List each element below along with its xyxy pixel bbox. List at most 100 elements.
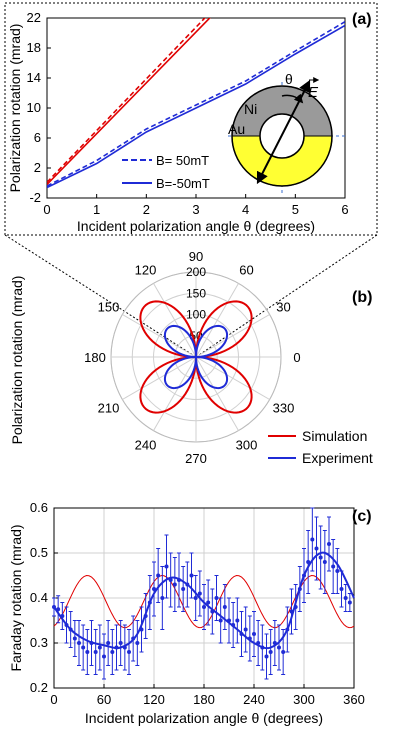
- panel-c-data-point: [77, 641, 81, 645]
- panel-b-angle-label: 0: [293, 350, 300, 365]
- panel-c-y-axis-label: Faraday rotation (mrad): [8, 524, 24, 671]
- panel-c-data-point: [97, 645, 102, 650]
- panel-a-y-tick-label: 18: [27, 40, 41, 55]
- panel-c-data-point: [243, 627, 248, 632]
- panel-c-data-point: [331, 564, 336, 569]
- panel-c-data-point: [202, 605, 206, 609]
- panel-b-spoke: [195, 314, 270, 358]
- panel-c-data-point: [106, 641, 111, 645]
- panel-c-x-tick-label: 360: [343, 692, 365, 707]
- inset-angle-arc: [281, 93, 304, 104]
- panel-c-data-point: [256, 641, 261, 645]
- panel-b-angle-label: 30: [276, 300, 290, 315]
- inset-theta-label: θ: [285, 71, 293, 87]
- panel-c-data-point: [322, 560, 327, 564]
- panel-c-data-point: [289, 609, 294, 614]
- panel-b-angle-label: 60: [239, 263, 253, 278]
- panel-b-legend: Simulation Experiment: [268, 428, 373, 466]
- panel-c-data-point: [314, 546, 319, 551]
- panel-b-y-axis-label: Polarization rotation (mrad): [9, 276, 25, 445]
- panel-c-data-point: [185, 582, 190, 587]
- panel-c-data-point: [93, 650, 98, 654]
- panel-c-data-point: [181, 587, 186, 591]
- legend-label-experiment: Experiment: [302, 450, 373, 466]
- panel-b-angle-label: 300: [236, 437, 258, 452]
- panel-c-data-point: [143, 614, 148, 618]
- panel-b-spoke: [122, 356, 197, 400]
- panel-c-data-point: [177, 578, 181, 582]
- panel-b-polar-grid: [110, 271, 282, 443]
- panel-c-data-point: [277, 645, 281, 650]
- panel-b-angle-label: 240: [135, 437, 157, 452]
- panel-a-x-tick-label: 5: [292, 202, 299, 217]
- panel-c-label: (c): [352, 508, 372, 525]
- panel-c-data-point: [118, 641, 123, 645]
- panel-a-legend: B= 50mT B=-50mT: [122, 153, 210, 191]
- panel-c-y-tick-label: 0.2: [30, 680, 48, 695]
- inset-e-label: E: [308, 84, 319, 101]
- panel-c-data-point: [214, 596, 219, 600]
- panel-c-data-point: [81, 645, 86, 650]
- panel-a-series-line-1: [47, 18, 206, 183]
- panel-c-data-point: [268, 650, 273, 654]
- panel-b-radial-label: 200: [186, 265, 206, 279]
- panel-a-x-tick-label: 3: [192, 202, 199, 217]
- panel-c-data-point: [297, 587, 302, 591]
- panel-b-angle-ticks: 0 30 60 90 120 150 180 210 240 270 300 330: [84, 249, 300, 466]
- panel-b-angle-label: 210: [98, 401, 120, 416]
- panel-b-series: [139, 300, 253, 414]
- panel-c-data-point: [135, 641, 140, 645]
- panel-b-spoke: [195, 356, 239, 431]
- panel-a-y-tick-label: -2: [29, 190, 41, 205]
- panel-b-spoke: [122, 314, 197, 358]
- panel-a-series-line-0: [47, 18, 211, 186]
- panel-c-data-point: [89, 641, 94, 645]
- legend-label-simulation: Simulation: [302, 428, 367, 444]
- panel-c-data-point: [343, 596, 348, 600]
- panel-a-x-tick-label: 1: [93, 202, 100, 217]
- panel-b-angle-label: 150: [98, 300, 120, 315]
- panel-c-data-point: [239, 632, 244, 636]
- panel-c-series: [52, 507, 355, 680]
- panel-a-series-line-3: [47, 24, 345, 189]
- panel-c-x-tick-label: 120: [143, 692, 165, 707]
- panel-c-data-point: [122, 645, 127, 650]
- panel-c-data-point: [172, 582, 177, 587]
- panel-c-data-point: [264, 654, 269, 659]
- panel-c-data-point: [127, 650, 131, 654]
- panel-c: 0 60 120 180 240 300 360 0.2 0.3 0.4 0.5 0.6 Incid…: [8, 500, 372, 726]
- panel-c-data-point: [227, 618, 231, 623]
- panel-b-spoke: [195, 356, 270, 400]
- panel-a-label: (a): [352, 11, 372, 28]
- panel-c-data-point: [260, 645, 265, 650]
- panel-c-data-point: [252, 632, 256, 636]
- panel-c-data-point: [293, 605, 298, 609]
- panel-c-data-point: [310, 537, 315, 542]
- panel-c-data-point: [152, 587, 156, 591]
- panel-c-data-point: [156, 573, 161, 578]
- panel-a-x-tick-label: 0: [43, 202, 50, 217]
- panel-c-y-tick-label: 0.6: [30, 500, 48, 515]
- panel-a-series: [47, 18, 345, 189]
- panel-b-spoke: [153, 356, 197, 431]
- panel-c-data-point: [60, 614, 65, 618]
- panel-c-data-point: [247, 636, 252, 641]
- panel-c-x-tick-label: 60: [97, 692, 111, 707]
- panel-a-y-axis-label: Polarization rotation (mrad): [7, 24, 23, 193]
- panel-b-label: (b): [352, 289, 372, 306]
- panel-c-data-point: [347, 600, 352, 605]
- panel-c-data-point: [85, 650, 90, 654]
- panel-c-y-tick-label: 0.5: [30, 545, 48, 560]
- panel-c-y-ticks: 0.2 0.3 0.4 0.5 0.6: [30, 500, 58, 695]
- panel-b-angle-label: 90: [189, 249, 203, 264]
- panel-c-data-point: [206, 600, 211, 605]
- panel-c-x-tick-label: 240: [243, 692, 265, 707]
- panel-c-data-point: [110, 650, 115, 654]
- panel-c-y-tick-label: 0.3: [30, 635, 48, 650]
- panel-c-data-point: [318, 555, 323, 560]
- panel-b-curve-experiment: [163, 324, 229, 390]
- panel-c-data-point: [281, 650, 286, 654]
- panel-a-y-tick-label: 14: [27, 70, 41, 85]
- panel-c-data-point: [218, 618, 223, 623]
